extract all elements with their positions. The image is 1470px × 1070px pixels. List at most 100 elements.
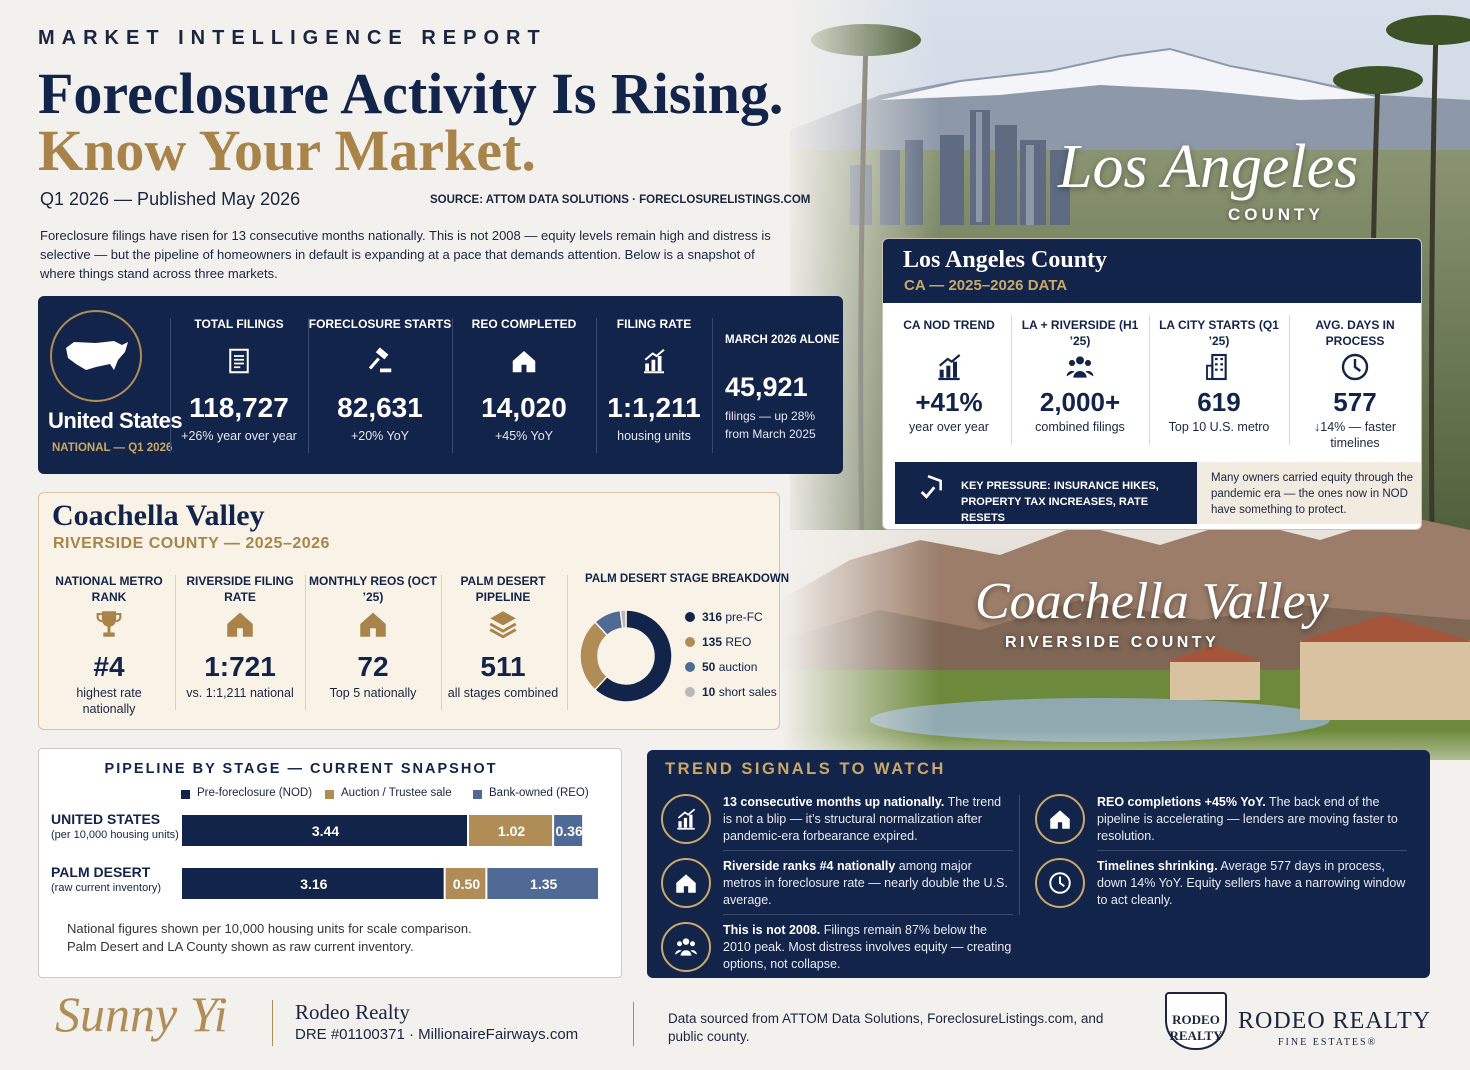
donut-slice — [619, 609, 627, 630]
region-sub: NATIONAL — Q1 2026 — [52, 442, 173, 454]
decor — [66, 341, 128, 370]
legend-label: 135 REO — [702, 635, 751, 649]
icon — [673, 806, 699, 837]
emblem-text: REALTY — [1169, 1028, 1223, 1043]
divider — [441, 575, 442, 710]
decor — [227, 612, 253, 637]
bar-segment — [469, 815, 553, 846]
bar-label: 3.44 — [312, 823, 339, 839]
donut-slice — [579, 620, 609, 691]
decor — [920, 474, 942, 499]
category-label: UNITED STATES — [51, 811, 161, 827]
divider — [305, 575, 306, 710]
icon-ring — [661, 922, 711, 972]
divider — [175, 575, 176, 710]
sources: Data sourced from ATTOM Data Solutions, … — [668, 1011, 1104, 1044]
panel-title: Coachella Valley — [52, 499, 265, 532]
decor — [1300, 640, 1470, 720]
key-pressure: KEY PRESSURE: INSURANCE HIKES, PROPERTY … — [961, 480, 1159, 524]
icon — [1047, 806, 1073, 837]
decor — [676, 874, 696, 893]
decor — [380, 368, 392, 373]
logo-name: RODEO REALTY — [1238, 1008, 1432, 1034]
decor — [512, 351, 536, 373]
decor — [1165, 645, 1265, 662]
date: Q1 2026 — Published May 2026 — [40, 189, 301, 209]
decor — [1165, 615, 1470, 662]
bar-segment — [182, 815, 468, 846]
source: SOURCE: ATTOM DATA SOLUTIONS · FORECLOSU… — [430, 194, 811, 206]
legend-label: Auction / Trustee sale — [341, 787, 452, 799]
trend-item: This is not 2008. Filings remain 87% bel… — [723, 922, 1013, 973]
trend-item: REO completions +45% YoY. The back end o… — [1097, 794, 1417, 845]
region-name: United States — [48, 408, 183, 433]
footnote: National figures shown per 10,000 housin… — [67, 921, 472, 936]
divider — [723, 914, 1013, 915]
stat-note: highest rate nationally — [76, 686, 142, 716]
decor — [940, 135, 964, 225]
legend-dot — [685, 637, 695, 647]
decor — [675, 938, 697, 956]
legend-dot — [685, 662, 695, 672]
decor — [976, 112, 982, 222]
stat-label: FORECLOSURE STARTS — [308, 317, 452, 331]
divider — [567, 575, 568, 710]
legend-label: 50 auction — [702, 660, 757, 674]
emblem-text: RODEO — [1172, 1012, 1220, 1027]
trend-lead: 13 consecutive months up nationally. — [723, 795, 945, 809]
divider — [1019, 795, 1020, 915]
panel-sub: RIVERSIDE COUNTY — 2025–2026 — [53, 535, 330, 552]
kicker: MARKET INTELLIGENCE REPORT — [38, 27, 547, 49]
decor — [995, 125, 1017, 225]
legend-swatch — [181, 790, 190, 799]
decor — [927, 474, 942, 491]
legend-category: short sales — [719, 685, 777, 699]
legend-label: 10 short sales — [702, 685, 777, 699]
icon — [909, 473, 947, 516]
photo-script: Los Angeles — [1058, 133, 1359, 201]
decor — [229, 348, 249, 374]
stat-note: housing units — [617, 429, 691, 443]
stat-value: 619 — [1197, 387, 1241, 417]
bar-segment — [445, 868, 486, 899]
decor — [1341, 353, 1369, 381]
legend-label: Bank-owned (REO) — [489, 787, 589, 799]
decor — [368, 357, 380, 370]
trend-item: Riverside ranks #4 nationally among majo… — [723, 858, 1013, 909]
icon — [356, 607, 390, 646]
stat-value: 2,000+ — [1039, 387, 1121, 417]
stat-note: vs. 1:1,211 national — [186, 686, 294, 700]
decor — [360, 612, 386, 637]
trend-lead: Timelines shrinking. — [1097, 859, 1218, 873]
stat-label: FILING RATE — [616, 317, 692, 331]
stacked-bar-chart: 3.44 1.02 0.36 3.16 0.50 1.35 — [182, 815, 598, 899]
signature: Sunny Yi — [55, 986, 228, 1042]
stat-label: REO COMPLETED — [471, 317, 577, 331]
divider — [1097, 850, 1407, 851]
decor — [96, 613, 122, 623]
decor — [683, 817, 688, 828]
decor — [1066, 370, 1094, 378]
decor — [880, 50, 1380, 100]
divider — [596, 318, 597, 453]
decor — [1333, 66, 1423, 94]
bar-segment — [182, 868, 444, 899]
trend-text: Average 577 days in process, down 14% Yo… — [1097, 859, 1406, 907]
decor — [107, 625, 111, 633]
icon — [1203, 351, 1235, 388]
icon — [1047, 870, 1073, 901]
decor — [938, 354, 961, 367]
trend-item: 13 consecutive months up nationally. The… — [723, 794, 1013, 845]
legend-value: 50 — [702, 660, 716, 674]
decor — [1211, 353, 1227, 381]
divider — [1289, 315, 1290, 445]
trend-lead: REO completions +45% YoY. — [1097, 795, 1266, 809]
icon — [224, 346, 254, 381]
stat-note: ↓14% — faster timelines — [1314, 420, 1396, 450]
trend-item: Timelines shrinking. Average 577 days in… — [1097, 858, 1417, 909]
national-panel: United States NATIONAL — Q1 2026 TOTAL FIL… — [38, 296, 843, 474]
license: DRE #01100371 · MillionaireFairways.com — [295, 1026, 579, 1043]
decor — [939, 369, 944, 378]
panel-sub: CA — 2025–2026 DATA — [904, 277, 1068, 294]
